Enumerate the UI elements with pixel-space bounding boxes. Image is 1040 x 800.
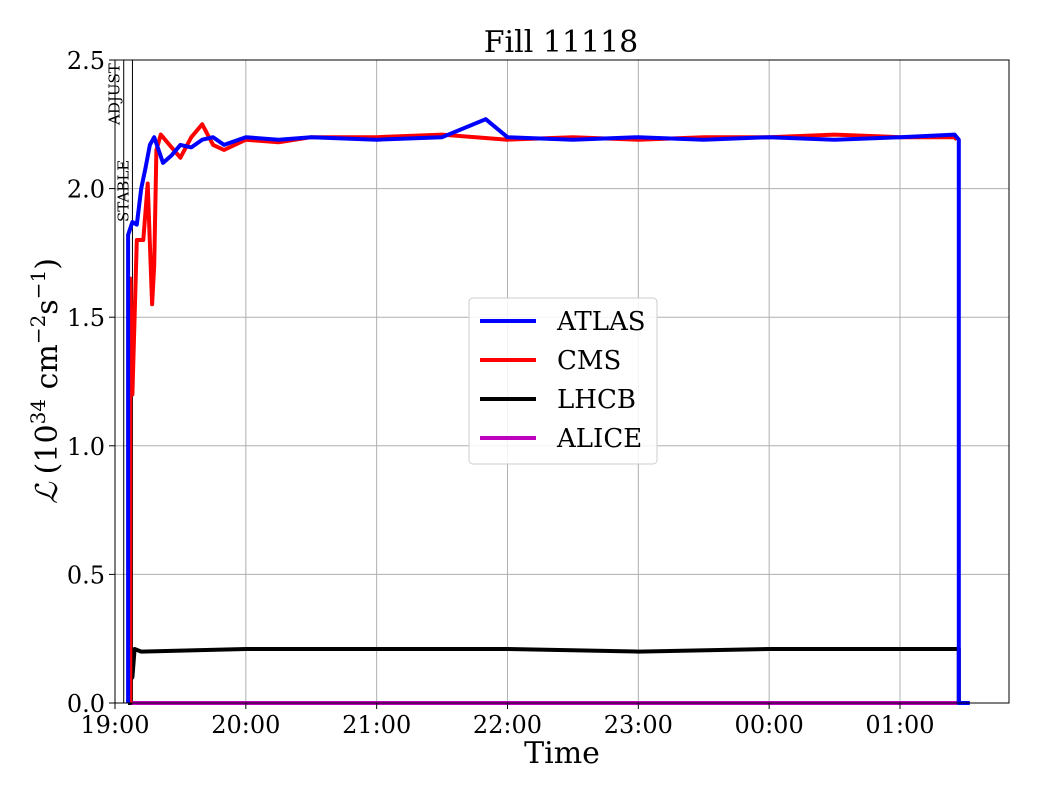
y-axis-unit-exp2: −2 — [26, 315, 50, 344]
y-tick-label: 1.5 — [67, 304, 105, 332]
y-tick-label: 2.0 — [67, 176, 105, 204]
legend: ATLAS CMS LHCB ALICE — [468, 297, 658, 465]
legend-label-alice: ALICE — [556, 424, 642, 454]
chart-title: Fill 11118 — [484, 25, 639, 60]
y-tick-label: 2.5 — [67, 47, 105, 75]
series-line-lhcb — [128, 647, 961, 705]
series-line-cms — [128, 122, 959, 703]
y-axis-label: ℒ (1034 cm−2s−1) — [26, 258, 65, 504]
series-line-atlas — [126, 117, 970, 705]
legend-label-lhcb: LHCB — [557, 385, 636, 415]
x-tick-label: 21:00 — [342, 711, 411, 739]
y-axis-unit-exp3: −1 — [26, 270, 50, 299]
legend-label-cms: CMS — [557, 346, 621, 376]
x-axis-label: Time — [524, 736, 600, 771]
y-tick-label: 0.0 — [67, 690, 105, 718]
x-tick-label: 23:00 — [604, 711, 673, 739]
legend-box — [468, 297, 658, 465]
x-tick-label: 00:00 — [735, 711, 804, 739]
x-tick-label: 19:00 — [80, 711, 149, 739]
y-axis-unit-open: (10 — [30, 424, 65, 474]
plot-frame — [114, 59, 1010, 704]
event-label-stable: STABLE — [114, 160, 132, 222]
y-axis-unit-close: ) — [30, 258, 65, 270]
y-tick-label: 0.5 — [67, 561, 105, 589]
y-axis-unit-exp1: 34 — [26, 399, 50, 424]
x-tick-label: 22:00 — [473, 711, 542, 739]
x-tick-label: 01:00 — [865, 711, 934, 739]
y-axis-unit-mid: cm — [30, 344, 65, 399]
y-tick-label: 1.0 — [67, 433, 105, 461]
axis-ticks: 19:00 20:00 21:00 22:00 23:00 00:00 01:00 0.0 0.… — [67, 47, 935, 739]
legend-label-atlas: ATLAS — [556, 307, 646, 337]
y-axis-symbol: ℒ — [30, 481, 65, 504]
y-axis-unit-s: s — [30, 299, 65, 314]
x-tick-label: 20:00 — [211, 711, 280, 739]
